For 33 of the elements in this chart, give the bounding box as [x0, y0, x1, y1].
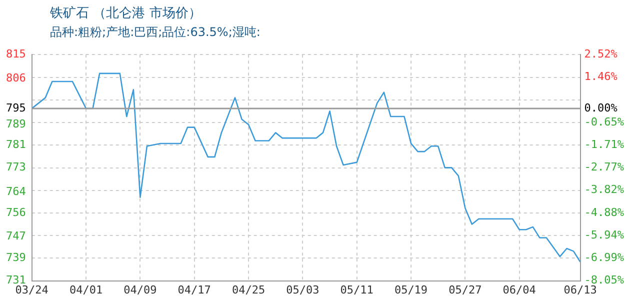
x-tick-label: 05/27	[448, 283, 482, 296]
x-tick-label: 06/13	[564, 283, 597, 296]
y2-tick-label: 2.52%	[584, 47, 618, 60]
x-tick-label: 05/11	[340, 283, 374, 296]
x-tick-label: 06/04	[502, 283, 536, 296]
chart-title: 铁矿石 （北仑港 市场价）	[50, 5, 202, 22]
x-tick-label: 05/03	[286, 283, 320, 296]
y2-tick-label: -3.82%	[584, 183, 624, 196]
y-tick-label: 773	[6, 160, 26, 174]
y-tick-label: 806	[6, 72, 26, 85]
x-tick-label: 05/19	[394, 283, 428, 296]
y-tick-label: 795	[6, 101, 26, 114]
x-tick-label: 04/17	[178, 283, 211, 296]
y-tick-label: 781	[6, 138, 26, 151]
y2-tick-label: -1.71%	[584, 138, 624, 151]
y-tick-label: 815	[6, 47, 26, 60]
y2-tick-label: 0.00%	[584, 101, 618, 114]
y2-tick-label: -5.94%	[584, 228, 624, 242]
x-tick-label: 04/25	[232, 283, 266, 296]
y-tick-label: 764	[6, 184, 26, 198]
y-tick-label: 789	[6, 117, 26, 130]
x-tick-label: 04/01	[69, 283, 103, 296]
x-tick-label: 04/09	[124, 283, 157, 296]
y2-tick-label: -2.77%	[584, 160, 624, 174]
chart-subtitle: 品种:粗粉;产地:巴西;品位:63.5%;湿吨:	[50, 24, 260, 41]
y2-tick-label: -4.88%	[584, 206, 624, 219]
y-tick-label: 739	[6, 251, 26, 264]
y-tick-label: 756	[6, 206, 26, 219]
y2-tick-label: -6.99%	[584, 250, 624, 264]
y2-tick-label: 1.46%	[584, 70, 618, 84]
y2-tick-label: -0.65%	[584, 115, 624, 128]
x-tick-label: 03/24	[15, 283, 49, 296]
y-tick-label: 747	[6, 229, 26, 242]
